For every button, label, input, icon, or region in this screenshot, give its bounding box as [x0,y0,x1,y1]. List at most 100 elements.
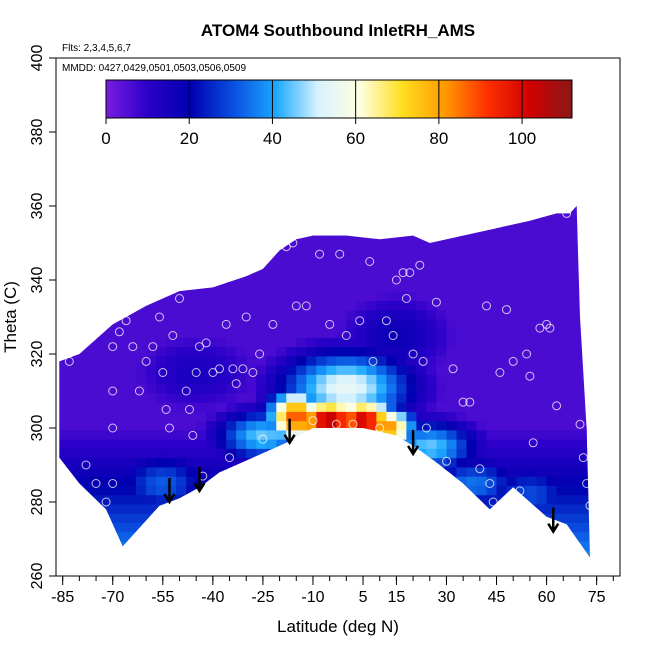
sample-point [114,327,124,337]
sample-point [231,379,241,389]
sample-point [238,364,248,374]
sample-point [168,331,178,340]
sample-point [155,312,164,322]
x-tick-label: -40 [201,589,224,606]
sample-point [562,208,572,218]
colorbar: 0 20 40 60 80 100 [101,79,573,148]
colorbar-tick-label: 60 [346,129,365,148]
sample-point [525,371,535,381]
sample-point [578,453,588,463]
x-tick-label: -55 [151,589,174,606]
y-tick-label: 360 [29,193,46,220]
y-tick-label: 340 [29,267,46,294]
sample-point [128,342,138,352]
sample-point [81,460,91,470]
profile-arrows [163,418,560,534]
sample-point [405,268,415,278]
sample-point [281,242,291,252]
sample-point [141,356,151,366]
sample-point [185,405,194,414]
sample-point [148,342,158,352]
sample-point [495,368,505,377]
sample-point [375,423,385,433]
x-axis: -85 -70 -55 -40 -25 -10 5 15 30 45 60 75 [51,576,614,606]
sample-point [241,312,251,322]
sample-point [195,342,204,352]
x-tick-label: 60 [538,589,556,606]
sample-point [91,479,101,488]
profile-arrow [407,429,420,457]
colorbar-tick-label: 40 [263,129,282,148]
sample-point [515,486,525,496]
x-tick-label: 30 [438,589,456,606]
colorbar-gradient [105,79,573,119]
x-tick-label: -10 [301,589,324,606]
sample-point [175,294,184,303]
x-tick-label: -70 [101,589,124,606]
sample-point [188,430,198,440]
sample-point [585,501,595,511]
sample-point [448,364,458,374]
sample-point [485,479,495,488]
colorbar-tick-label: 80 [429,129,448,148]
sample-point [408,349,418,359]
flights-subtitle: Flts: 2,3,4,5,6,7 [62,43,131,54]
sample-point [488,497,498,507]
sample-point [108,342,118,352]
sample-point [421,423,431,433]
y-tick-label: 400 [29,45,46,72]
sample-point [415,260,425,270]
sample-point [258,434,268,444]
sample-point [418,356,428,366]
sample-point [255,349,265,359]
x-tick-label: 5 [359,589,368,606]
sample-point [64,356,74,366]
sample-point [552,401,562,411]
sample-point [215,364,224,374]
profile-arrow [163,478,176,505]
sample-point [201,338,211,348]
y-axis: 260 280 300 320 340 360 380 400 [29,45,56,589]
sample-point [181,386,191,396]
sample-point [301,301,311,311]
sample-point [121,316,131,326]
colorbar-tick-label: 0 [101,129,110,148]
sample-point [158,368,168,377]
sample-point [221,319,231,329]
x-tick-label: 45 [488,589,506,606]
y-axis-label: Theta (C) [1,281,20,353]
sample-point [545,323,555,333]
dates-subtitle: MMDD: 0427,0429,0501,0503,0506,0509 [62,63,246,74]
sample-point [431,297,441,307]
sample-point [575,419,585,429]
sample-point [355,316,365,326]
sample-point [388,331,398,340]
sample-point [331,419,341,429]
sample-point [108,423,118,433]
profile-arrow [283,418,296,446]
sample-point [208,368,218,377]
colorbar-tick-label: 20 [180,129,199,148]
sample-point [268,319,278,329]
sample-point [442,456,451,466]
sample-point [482,301,491,311]
sample-point [582,479,592,488]
sample-point [101,497,111,507]
rh-heatmap-field [59,206,591,558]
sample-point [191,368,201,377]
sample-point [248,368,258,377]
y-tick-label: 280 [29,489,46,516]
sample-point [522,349,532,359]
sample-point [391,275,401,285]
x-tick-label: 15 [388,589,406,606]
sample-point [228,364,238,374]
sample-point [108,386,118,396]
sample-point [161,405,171,414]
sample-point [134,386,144,396]
sample-point [308,416,318,426]
sample-point [225,453,234,463]
sample-point [108,479,118,488]
sample-point [401,294,411,303]
sample-points [64,208,595,511]
